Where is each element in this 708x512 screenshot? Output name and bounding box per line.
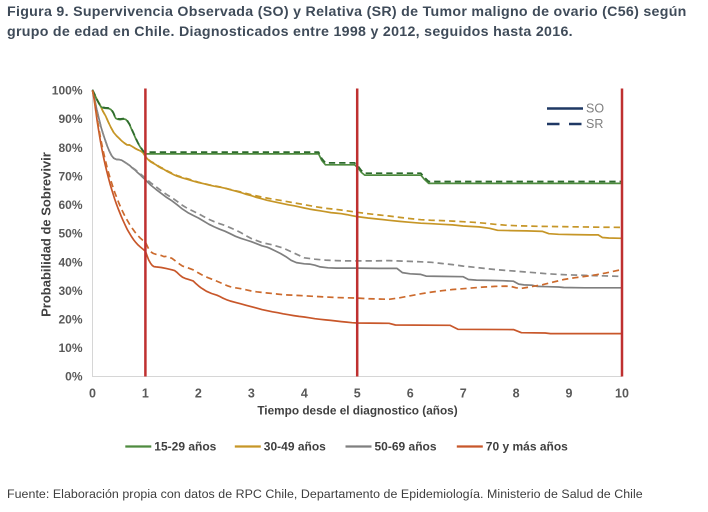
svg-text:15-29 años: 15-29 años bbox=[154, 440, 216, 454]
svg-text:5: 5 bbox=[354, 387, 361, 401]
svg-text:70%: 70% bbox=[58, 169, 82, 183]
svg-text:100%: 100% bbox=[52, 84, 83, 98]
svg-text:0: 0 bbox=[89, 387, 96, 401]
svg-text:3: 3 bbox=[248, 387, 255, 401]
svg-text:SO: SO bbox=[586, 102, 604, 116]
svg-text:SR: SR bbox=[586, 117, 603, 131]
svg-text:20%: 20% bbox=[58, 313, 82, 327]
svg-text:10%: 10% bbox=[58, 341, 82, 355]
svg-text:4: 4 bbox=[301, 387, 308, 401]
svg-text:30%: 30% bbox=[58, 284, 82, 298]
svg-text:40%: 40% bbox=[58, 255, 82, 269]
svg-text:10: 10 bbox=[615, 387, 629, 401]
svg-text:8: 8 bbox=[513, 387, 520, 401]
svg-text:1: 1 bbox=[142, 387, 149, 401]
svg-text:9: 9 bbox=[566, 387, 573, 401]
svg-text:50%: 50% bbox=[58, 227, 82, 241]
svg-text:70 y más años: 70 y más años bbox=[486, 440, 568, 454]
svg-text:30-49 años: 30-49 años bbox=[264, 440, 326, 454]
svg-text:50-69 años: 50-69 años bbox=[375, 440, 437, 454]
svg-text:6: 6 bbox=[407, 387, 414, 401]
svg-text:60%: 60% bbox=[58, 198, 82, 212]
svg-text:7: 7 bbox=[460, 387, 467, 401]
svg-text:0%: 0% bbox=[65, 370, 83, 384]
svg-text:90%: 90% bbox=[58, 112, 82, 126]
svg-text:Tiempo desde el diagnostico (a: Tiempo desde el diagnostico (años) bbox=[257, 404, 457, 418]
svg-text:80%: 80% bbox=[58, 141, 82, 155]
svg-text:2: 2 bbox=[195, 387, 202, 401]
svg-text:Probabilidad de Sobrevivir: Probabilidad de Sobrevivir bbox=[39, 152, 54, 317]
